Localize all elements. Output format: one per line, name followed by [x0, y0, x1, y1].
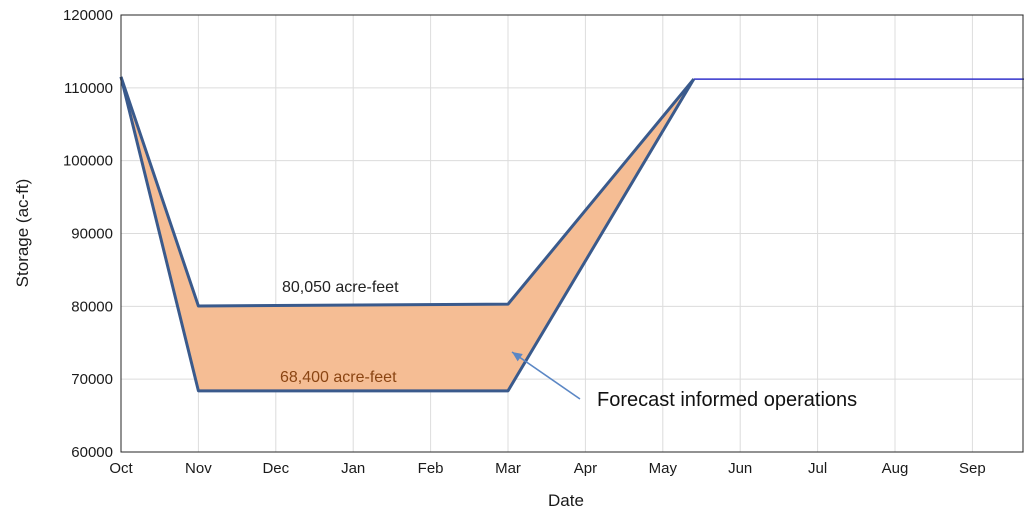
- x-tick-label: Jan: [341, 460, 365, 477]
- x-axis-label: Date: [548, 491, 584, 510]
- fio-band-fill: [121, 76, 694, 391]
- x-tick-label: Aug: [882, 460, 909, 477]
- x-tick-label: Oct: [109, 460, 133, 477]
- x-tick-label: Mar: [495, 460, 521, 477]
- x-tick-label: Jul: [808, 460, 827, 477]
- x-tick-label: Nov: [185, 460, 212, 477]
- x-tick-label: Feb: [418, 460, 444, 477]
- upper-storage-line: [119, 76, 695, 308]
- y-tick-label: 110000: [64, 80, 113, 97]
- x-tick-label: Jun: [728, 460, 752, 477]
- annotation-arrow: [511, 351, 581, 400]
- y-tick-label: 60000: [71, 444, 113, 461]
- y-tick-label: 100000: [63, 153, 113, 170]
- x-tick-label: Sep: [959, 460, 986, 477]
- lower-value-annotation: 68,400 acre-feet: [280, 369, 397, 386]
- x-tick-label: May: [649, 460, 678, 477]
- y-tick-label: 90000: [71, 226, 113, 243]
- x-tick-label: Apr: [574, 460, 597, 477]
- y-tick-label: 120000: [63, 7, 113, 24]
- y-axis-label: Storage (ac-ft): [13, 179, 32, 288]
- region-annotation: Forecast informed operations: [597, 389, 857, 411]
- x-tick-label: Dec: [262, 460, 289, 477]
- y-tick-label: 80000: [71, 298, 113, 315]
- y-tick-labels: 60000 70000 80000 90000 100000 110000 120000: [63, 7, 113, 461]
- lower-storage-line: [119, 76, 696, 393]
- annotation-arrow-head: [512, 352, 523, 362]
- plot-frame: [120, 14, 1024, 453]
- y-tick-label: 70000: [71, 371, 113, 388]
- upper-value-annotation: 80,050 acre-feet: [282, 279, 399, 296]
- x-tick-labels: Oct Nov Dec Jan Feb Mar Apr May Jun Jul Aug Sep: [109, 460, 985, 477]
